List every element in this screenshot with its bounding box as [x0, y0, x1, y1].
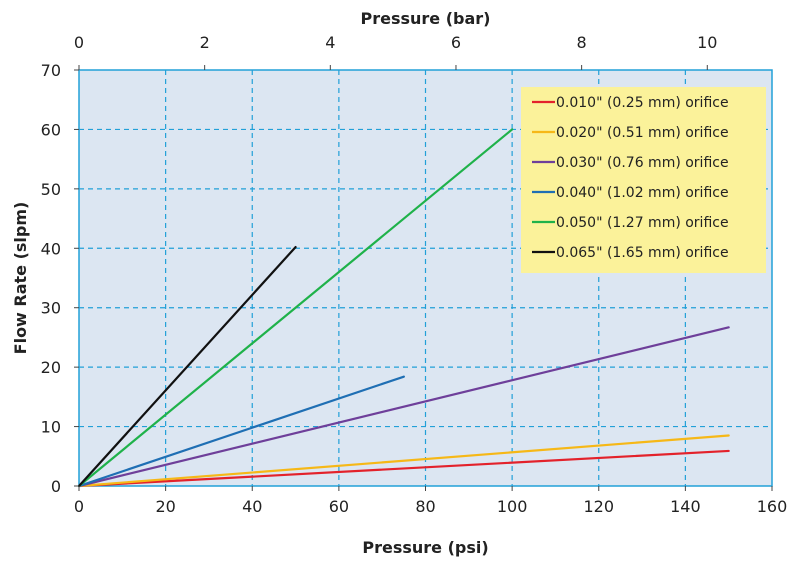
legend: 0.010" (0.25 mm) orifice 0.020" (0.51 mm)…: [521, 87, 766, 273]
y-tick-label: 0: [51, 477, 61, 496]
y-tick-label: 20: [41, 358, 61, 377]
x-tick-label: 100: [497, 497, 528, 516]
legend-label: 0.030" (0.76 mm) orifice: [556, 155, 729, 171]
series-group: [77, 128, 730, 488]
y-axis-ticks: 0 10 20 30 40 50 60 70: [41, 61, 79, 496]
x-axis-title: Pressure (psi): [362, 538, 488, 557]
series-line-3: [77, 326, 730, 488]
top-tick-label: 2: [200, 33, 210, 52]
x-tick-label: 80: [415, 497, 435, 516]
y-tick-label: 10: [41, 418, 61, 437]
x-tick-label: 160: [757, 497, 788, 516]
y-tick-label: 30: [41, 299, 61, 318]
legend-label: 0.040" (1.02 mm) orifice: [556, 185, 729, 201]
legend-label: 0.010" (0.25 mm) orifice: [556, 95, 729, 111]
x-tick-label: 20: [155, 497, 175, 516]
x-tick-label: 40: [242, 497, 262, 516]
x-tick-label: 140: [670, 497, 701, 516]
series-line-2: [77, 434, 730, 488]
x-axis-ticks: 0 20 40 60 80 100 120 140 160: [74, 486, 787, 516]
legend-label: 0.065" (1.65 mm) orifice: [556, 245, 729, 261]
y-tick-label: 60: [41, 120, 61, 139]
series-line-4: [77, 375, 405, 488]
x-tick-label: 0: [74, 497, 84, 516]
y-tick-label: 50: [41, 180, 61, 199]
x-tick-label: 60: [329, 497, 349, 516]
legend-label: 0.050" (1.27 mm) orifice: [556, 215, 729, 231]
legend-label: 0.020" (0.51 mm) orifice: [556, 125, 729, 141]
top-axis-title: Pressure (bar): [361, 9, 491, 28]
series-line-5: [77, 128, 514, 488]
series-line-1: [77, 449, 730, 488]
top-axis-ticks: 0 2 4 6 8 10: [74, 33, 717, 70]
top-tick-label: 0: [74, 33, 84, 52]
top-tick-label: 6: [451, 33, 461, 52]
series-line-6: [77, 245, 297, 488]
y-tick-label: 70: [41, 61, 61, 80]
top-tick-label: 10: [697, 33, 717, 52]
top-tick-label: 4: [325, 33, 335, 52]
y-axis-title: Flow Rate (slpm): [11, 202, 30, 355]
legend-box: [521, 87, 766, 273]
y-tick-label: 40: [41, 239, 61, 258]
x-tick-label: 120: [583, 497, 614, 516]
top-tick-label: 8: [577, 33, 587, 52]
